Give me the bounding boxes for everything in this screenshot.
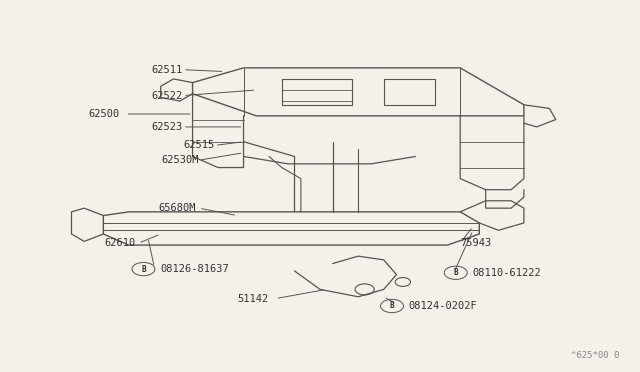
Text: 51142: 51142 xyxy=(238,294,269,304)
Text: 62500: 62500 xyxy=(88,109,119,119)
Text: B: B xyxy=(390,301,394,311)
Text: 62515: 62515 xyxy=(184,140,215,150)
Text: 62523: 62523 xyxy=(152,122,183,132)
Text: B: B xyxy=(453,268,458,277)
Text: 08110-61222: 08110-61222 xyxy=(472,268,541,278)
Text: 08124-0202F: 08124-0202F xyxy=(408,301,477,311)
Text: 62610: 62610 xyxy=(104,238,135,248)
Text: 08126-81637: 08126-81637 xyxy=(160,264,229,274)
Text: ^625*00 0: ^625*00 0 xyxy=(571,350,620,359)
Text: 62511: 62511 xyxy=(152,65,183,75)
Text: 62522: 62522 xyxy=(152,90,183,100)
Text: B: B xyxy=(141,264,146,273)
Text: 75943: 75943 xyxy=(460,238,492,248)
Text: 62530M: 62530M xyxy=(161,155,199,165)
Text: 65680M: 65680M xyxy=(158,203,196,213)
